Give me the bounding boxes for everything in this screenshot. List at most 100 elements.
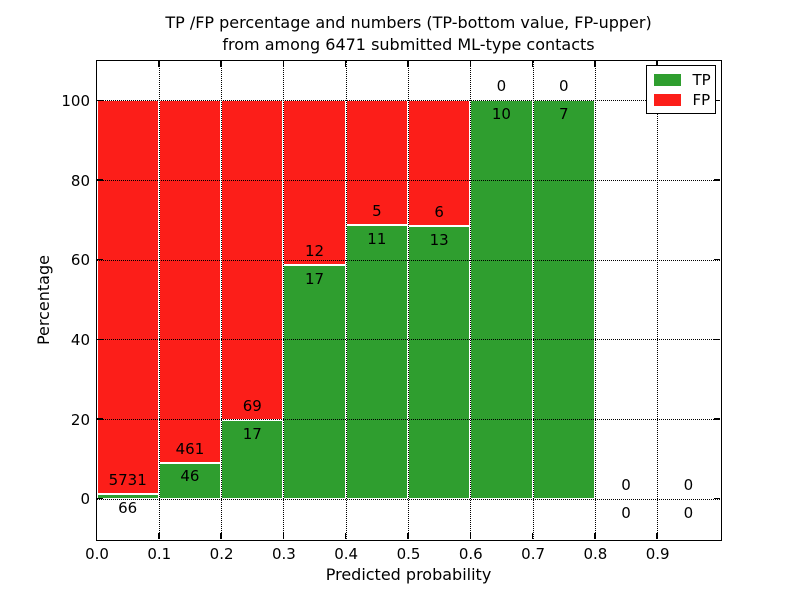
bar-label-tp: 66 (118, 499, 138, 518)
x-tick-mark (220, 532, 222, 539)
bar-segment-tp (345, 224, 408, 499)
x-gridline (345, 60, 347, 539)
y-tick-mark-right (713, 179, 720, 181)
bar-label-tp: 0 (683, 503, 694, 522)
legend-label-tp: TP (692, 70, 711, 89)
bar-segment-tp (96, 494, 159, 499)
x-tick-mark-top (158, 60, 160, 67)
x-tick-label: 0.0 (85, 545, 109, 563)
chart-title: TP /FP percentage and numbers (TP-bottom… (97, 12, 720, 56)
bar-segment-tp (283, 265, 346, 499)
bar-label-fp: 0 (683, 475, 694, 494)
x-gridline (408, 60, 409, 539)
x-tick-label: 0.6 (458, 545, 483, 563)
bar-label-tp: 17 (305, 270, 325, 289)
y-tick-mark-right (713, 497, 720, 500)
y-tick-mark (96, 99, 103, 102)
x-tick-mark-top (407, 60, 409, 67)
legend-item: FP (653, 90, 711, 109)
bar-segment-tp (158, 462, 222, 499)
x-tick-label: 0.5 (396, 545, 421, 563)
bar-label-tp: 0 (621, 503, 631, 522)
bar-label-tp: 10 (491, 105, 511, 124)
bar-label-fp: 5731 (108, 471, 147, 490)
x-gridline (532, 60, 534, 539)
y-tick-mark (96, 179, 103, 181)
legend: TP FP (645, 64, 716, 114)
x-tick-mark-top (594, 60, 596, 67)
x-tick-mark (95, 532, 98, 539)
y-tick-label: 20 (70, 410, 90, 429)
bar-label-tp: 11 (367, 229, 387, 248)
legend-swatch-fp (653, 93, 681, 106)
x-tick-label: 0.1 (147, 545, 172, 563)
bar-label-fp: 12 (305, 242, 325, 261)
x-tick-mark (407, 532, 409, 539)
bar-label-fp: 0 (496, 77, 507, 96)
bar-label-tp: 17 (242, 424, 262, 443)
bar-label-fp: 5 (372, 201, 382, 220)
x-tick-mark-top (344, 60, 347, 67)
y-tick-mark (96, 258, 103, 261)
bar-segment-fp (345, 100, 408, 225)
y-tick-label: 80 (70, 171, 90, 190)
x-tick-mark (344, 532, 347, 539)
x-axis-label: Predicted probability (325, 565, 492, 584)
x-tick-label: 0.4 (334, 545, 359, 563)
legend-label-fp: FP (692, 90, 711, 109)
x-tick-mark (469, 532, 472, 539)
x-tick-mark (531, 532, 534, 539)
x-tick-label: 0.7 (521, 545, 546, 563)
bar-label-fp: 0 (621, 475, 631, 494)
x-tick-mark (656, 532, 658, 539)
x-tick-mark-top (656, 60, 658, 67)
legend-item: TP (653, 70, 711, 89)
x-tick-label: 0.9 (645, 545, 670, 563)
bar-segment-tp (532, 100, 595, 499)
x-tick-mark-top (282, 60, 285, 67)
chart-title-line1: TP /FP percentage and numbers (TP-bottom… (165, 13, 652, 32)
x-gridline (283, 60, 285, 539)
bar-label-tp: 7 (558, 105, 569, 124)
plot-area: TP FP 5731 66 461 46 69 17 12 17 5 11 6 13 0 10 0 7 0 0 0 0 (95, 59, 722, 541)
x-gridline (470, 60, 472, 539)
x-tick-mark-top (531, 60, 534, 67)
bar-label-tp: 46 (180, 467, 200, 486)
bar-segment-tp (470, 100, 533, 499)
bar-segment-tp (408, 226, 471, 499)
x-tick-mark-top (469, 60, 472, 67)
bar-segment-fp (96, 100, 159, 495)
x-tick-label: 0.8 (583, 545, 608, 563)
y-tick-mark-right (713, 99, 720, 102)
bar-label-fp: 461 (175, 439, 205, 458)
x-tick-mark (594, 532, 596, 539)
x-gridline (594, 60, 596, 539)
x-tick-label: 0.3 (271, 545, 296, 563)
bar-label-fp: 69 (242, 396, 262, 415)
bar-segment-fp (408, 100, 471, 227)
x-tick-mark (282, 532, 285, 539)
y-tick-mark (96, 418, 103, 420)
y-tick-label: 100 (61, 91, 90, 110)
x-gridline (158, 60, 160, 539)
y-tick-mark-right (713, 418, 720, 420)
bar-label-fp: 0 (558, 77, 569, 96)
y-tick-mark (96, 497, 103, 500)
y-tick-label: 40 (70, 330, 90, 349)
x-tick-mark-top (95, 60, 98, 67)
y-tick-label: 60 (70, 251, 90, 270)
y-tick-label: 0 (80, 490, 90, 509)
y-tick-mark-right (713, 258, 720, 261)
bar-segment-fp (158, 100, 222, 463)
x-gridline (221, 60, 223, 539)
x-gridline (657, 60, 659, 539)
x-tick-mark (158, 532, 160, 539)
x-tick-label: 0.2 (209, 545, 234, 563)
plot-inner: TP FP 5731 66 461 46 69 17 12 17 5 11 6 13 0 10 0 7 0 0 0 0 (95, 60, 720, 539)
y-tick-mark (96, 338, 103, 341)
bar-label-fp: 6 (434, 203, 444, 222)
chart-title-line2: from among 6471 submitted ML-type contac… (222, 35, 595, 54)
x-tick-mark-top (220, 60, 222, 67)
bar-label-tp: 13 (429, 231, 449, 250)
